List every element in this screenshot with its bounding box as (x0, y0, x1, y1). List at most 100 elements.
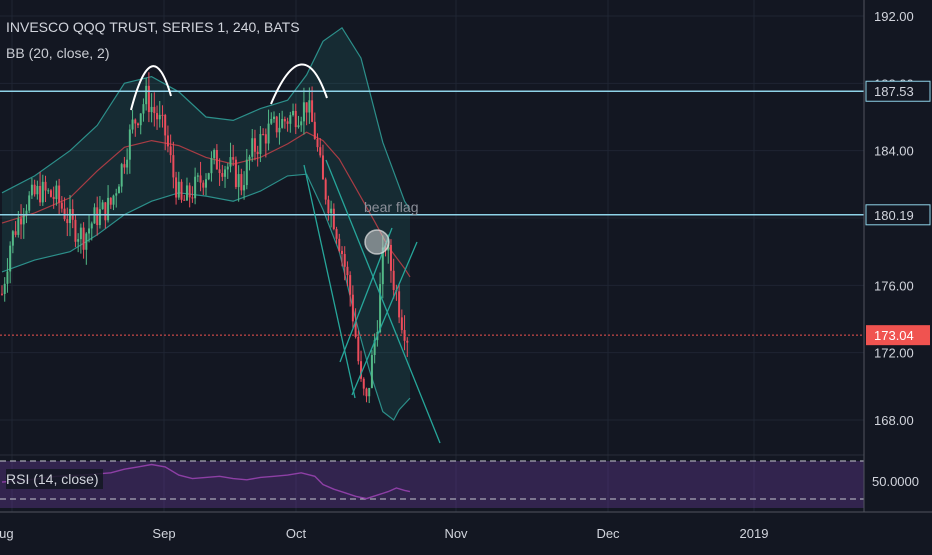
time-axis-label: Sep (152, 526, 175, 541)
candle-body (147, 85, 150, 113)
candle-body (14, 231, 17, 235)
candle-body (406, 340, 409, 343)
candle-body (319, 147, 322, 156)
candle-body (259, 134, 262, 155)
candle-body (297, 125, 300, 128)
candle-body (101, 202, 104, 210)
candle-body (221, 173, 224, 177)
candle-body (11, 231, 14, 246)
bollinger-lower-band (1, 173, 411, 421)
candle-body (324, 179, 327, 200)
double-top-arc-right (270, 63, 328, 105)
candle-body (156, 113, 159, 120)
candle-body (400, 317, 403, 331)
candle-body (207, 173, 210, 180)
candle-body (183, 199, 186, 201)
candle-body (161, 114, 164, 116)
candle-body (120, 164, 123, 187)
candle-body (381, 247, 384, 285)
downtrend-line-upper (303, 164, 356, 399)
candle-body (82, 227, 85, 250)
candle-body (292, 110, 295, 116)
candle-body (107, 197, 110, 221)
candle-body (98, 209, 101, 226)
candle-body (55, 185, 58, 200)
candle-body (126, 159, 129, 168)
candle-body (28, 195, 31, 211)
price-axis-tick: 184.00 (874, 144, 914, 159)
bear-flag-label: bear flag (364, 199, 418, 215)
candle-body (389, 244, 392, 271)
candle-body (316, 138, 319, 148)
time-axis-label: Oct (286, 526, 307, 541)
candle-body (115, 193, 118, 196)
candle-body (305, 102, 308, 113)
candle-body (229, 157, 232, 167)
candle-body (69, 209, 71, 224)
candle-body (243, 185, 246, 191)
price-axis-tick: 168.00 (874, 413, 914, 428)
candle-body (158, 114, 161, 120)
candle-body (262, 134, 265, 136)
candle-body (278, 127, 281, 133)
candle-body (74, 219, 77, 242)
candle-body (49, 190, 52, 197)
candle-body (341, 250, 343, 255)
candle-body (22, 214, 25, 225)
candle-body (354, 321, 357, 337)
candle-body (77, 239, 80, 242)
candle-body (180, 181, 183, 200)
price-axis-tick: 176.00 (874, 278, 914, 293)
candle-body (392, 270, 395, 291)
time-axis-label: Nov (444, 526, 468, 541)
candle-body (253, 138, 256, 152)
candle-body (202, 182, 205, 188)
candle-body (362, 378, 365, 389)
candle-body (264, 134, 267, 144)
candle-body (166, 135, 169, 147)
candle-body (256, 151, 259, 155)
candle-body (205, 179, 207, 188)
candle-body (142, 104, 145, 114)
candle-body (52, 196, 55, 200)
candle-body (164, 115, 167, 136)
candle-body (17, 218, 20, 235)
candle-body (128, 129, 131, 160)
candle-body (66, 219, 69, 224)
candle-body (286, 121, 289, 124)
rsi-legend: RSI (14, close) (6, 469, 103, 489)
candle-body (267, 123, 270, 144)
candle-body (294, 110, 297, 128)
candle-body (275, 116, 278, 133)
chart-title: INVESCO QQQ TRUST, SERIES 1, 240, BATS (6, 19, 300, 35)
level-price-tag (865, 204, 931, 226)
double-top-arc-left (130, 65, 172, 111)
candle-body (199, 175, 202, 183)
candle-body (313, 121, 316, 139)
candle-body (351, 294, 354, 322)
candle-body (213, 149, 216, 159)
candle-body (188, 185, 191, 198)
candle-body (9, 245, 12, 272)
candles (1, 72, 409, 404)
candle-body (311, 100, 314, 122)
candle-body (85, 233, 88, 250)
candle-body (273, 116, 275, 119)
candle-body (373, 340, 376, 356)
candle-body (145, 85, 148, 105)
candle-body (191, 197, 194, 199)
candle-body (172, 155, 175, 178)
candle-body (139, 113, 142, 126)
candle-body (248, 156, 251, 160)
candle-body (169, 146, 172, 156)
rsi-band-fill (0, 461, 864, 508)
flag-highlight-circle (364, 229, 390, 255)
time-axis-label: Dec (596, 526, 620, 541)
candle-body (90, 223, 93, 229)
level-price-label: 187.53 (874, 84, 914, 99)
candle-body (240, 174, 243, 191)
candle-body (283, 118, 286, 122)
candle-body (36, 185, 39, 195)
